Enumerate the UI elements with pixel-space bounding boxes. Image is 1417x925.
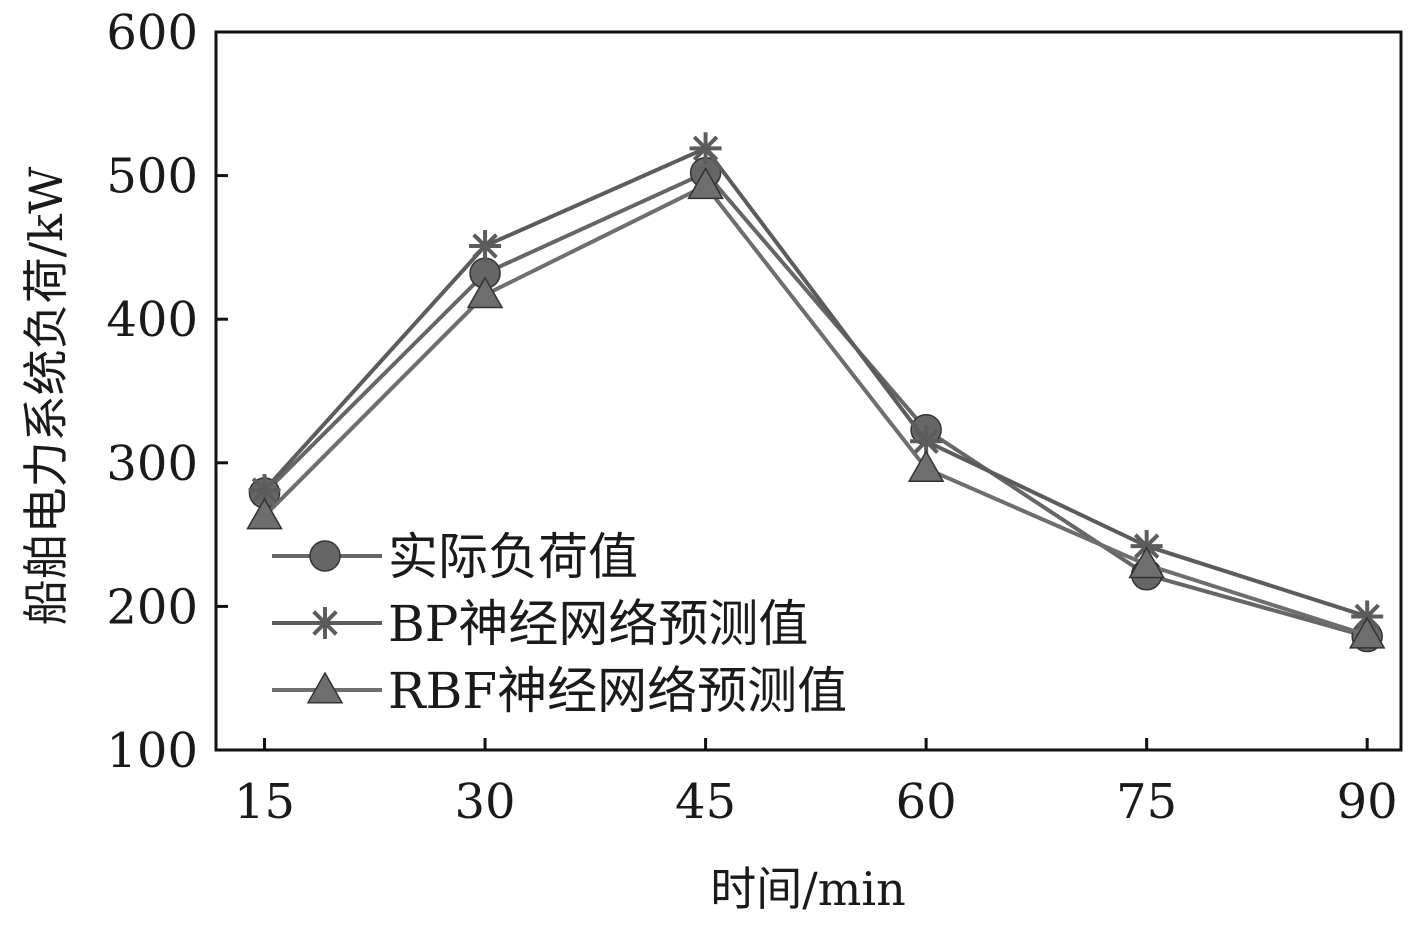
legend-label: 实际负荷值 — [388, 528, 638, 586]
data-point-triangle — [907, 450, 945, 483]
series-triangle — [246, 167, 1386, 649]
y-ticks: 100 200 300 400 500 600 — [106, 5, 228, 779]
series-group — [246, 132, 1386, 653]
legend-item: 实际负荷值 — [272, 528, 638, 586]
series-line — [263, 183, 1368, 638]
data-point-triangle — [466, 276, 504, 309]
plot-frame — [214, 30, 1403, 752]
x-ticks: 15 30 45 60 75 90 — [234, 738, 1398, 830]
y-tick-label: 600 — [106, 5, 198, 61]
legend-label: RBF神经网络预测值 — [388, 662, 847, 720]
legend-marker-circle — [309, 540, 341, 572]
series-line — [263, 170, 1368, 639]
data-point-triangle — [1348, 616, 1386, 649]
data-point-star — [469, 229, 502, 262]
y-tick-label: 400 — [106, 292, 198, 348]
x-tick-label: 45 — [675, 774, 736, 830]
legend-marker-triangle — [306, 671, 344, 704]
legend-marker-star — [309, 607, 341, 639]
data-point-triangle — [1128, 546, 1165, 579]
legend-item: RBF神经网络预测值 — [272, 662, 847, 720]
data-point-star — [689, 132, 722, 165]
x-tick-label: 30 — [455, 774, 516, 830]
x-axis-label: 时间/min — [710, 862, 905, 916]
y-tick-label: 500 — [106, 149, 198, 205]
y-tick-label: 200 — [106, 579, 198, 635]
legend: 实际负荷值 BP神经网络预测值 RBF神经网络预测值 — [272, 528, 847, 720]
legend-item: BP神经网络预测值 — [272, 595, 808, 653]
x-tick-label: 15 — [234, 774, 295, 830]
y-tick-label: 300 — [106, 436, 198, 492]
y-tick-label: 100 — [106, 723, 198, 779]
x-tick-label: 90 — [1337, 774, 1398, 830]
series-line — [263, 145, 1368, 619]
y-axis-label: 船舶电力系统负荷/kW — [19, 166, 73, 625]
data-point-triangle — [687, 167, 724, 200]
series-star — [248, 132, 1384, 633]
data-point-triangle — [246, 497, 283, 530]
legend-label: BP神经网络预测值 — [388, 595, 808, 653]
x-tick-label: 75 — [1116, 774, 1177, 830]
x-tick-label: 60 — [896, 774, 957, 830]
